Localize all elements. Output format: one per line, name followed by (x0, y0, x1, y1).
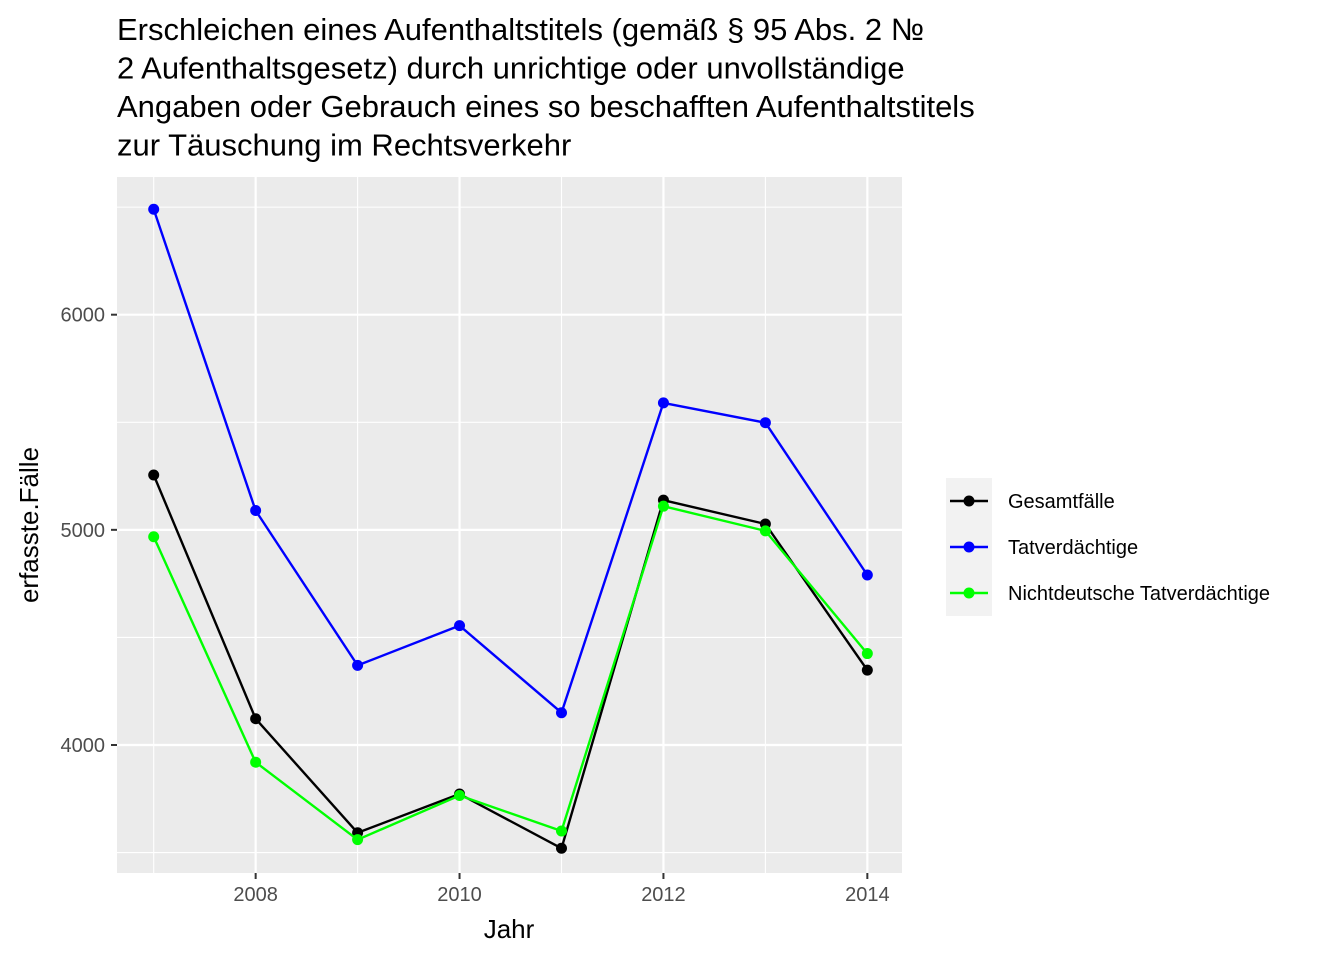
series-line-gesamtfälle (152, 474, 869, 850)
data-point-tatverdächtige (148, 203, 160, 215)
data-point-nichtdeutsche-tatverdächtige (454, 790, 466, 802)
data-point-nichtdeutsche-tatverdächtige (657, 500, 669, 512)
x-tick-label: 2014 (845, 884, 890, 906)
x-tick-label: 2012 (641, 884, 686, 906)
chart-title: Erschleichen eines Aufenthaltstitels (ge… (117, 12, 975, 163)
data-point-nichtdeutsche-tatverdächtige (555, 825, 567, 837)
axes: 2008 2010 2012 2014 4000 5000 6000 (61, 305, 890, 906)
chart-title-line: 2 Aufenthaltsgesetz) durch unrichtige od… (117, 51, 905, 86)
legend-key-point (963, 587, 975, 599)
legend-label: Gesamtfälle (1008, 491, 1115, 513)
data-point-gesamtfälle (250, 713, 262, 725)
data-point-gesamtfälle (148, 469, 160, 481)
x-tick-label: 2010 (437, 884, 482, 906)
data-point-tatverdächtige (555, 707, 567, 719)
major-gridlines (117, 177, 902, 873)
legend-key-point (963, 495, 975, 507)
data-point-tatverdächtige (454, 620, 466, 632)
data-point-tatverdächtige (250, 504, 262, 516)
y-tick-label: 4000 (61, 735, 106, 757)
minor-gridlines (117, 177, 902, 873)
data-point-gesamtfälle (555, 842, 567, 854)
chart-title-line: zur Täuschung im Rechtsverkehr (117, 128, 571, 163)
series-lines (148, 203, 873, 854)
y-axis-title: erfasste.Fälle (14, 447, 44, 603)
legend-label: Tatverdächtige (1008, 537, 1138, 559)
plot-panel (117, 177, 902, 873)
chart-title-line: Erschleichen eines Aufenthaltstitels (ge… (117, 12, 924, 47)
series-line-tatverdächtige (152, 208, 869, 714)
data-point-gesamtfälle (861, 664, 873, 676)
series-line-nichtdeutsche-tatverdächtige (152, 505, 869, 841)
data-point-nichtdeutsche-tatverdächtige (352, 834, 364, 846)
data-point-tatverdächtige (352, 659, 364, 671)
y-tick-label: 6000 (61, 305, 106, 327)
data-point-tatverdächtige (861, 569, 873, 581)
data-point-nichtdeutsche-tatverdächtige (148, 531, 160, 543)
legend-label: Nichtdeutsche Tatverdächtige (1008, 583, 1270, 605)
legend: Gesamtfälle Tatverdächtige Nichtdeutsche T… (946, 478, 1270, 616)
x-tick-label: 2008 (233, 884, 278, 906)
legend-key-point (963, 541, 975, 553)
chart-title-line: Angaben oder Gebrauch eines so beschafft… (117, 89, 975, 124)
data-point-tatverdächtige (657, 397, 669, 409)
data-point-tatverdächtige (759, 417, 771, 429)
x-axis-title: Jahr (484, 914, 535, 944)
y-tick-label: 5000 (61, 520, 106, 542)
data-point-nichtdeutsche-tatverdächtige (759, 525, 771, 537)
data-point-nichtdeutsche-tatverdächtige (861, 648, 873, 660)
data-point-nichtdeutsche-tatverdächtige (250, 756, 262, 768)
